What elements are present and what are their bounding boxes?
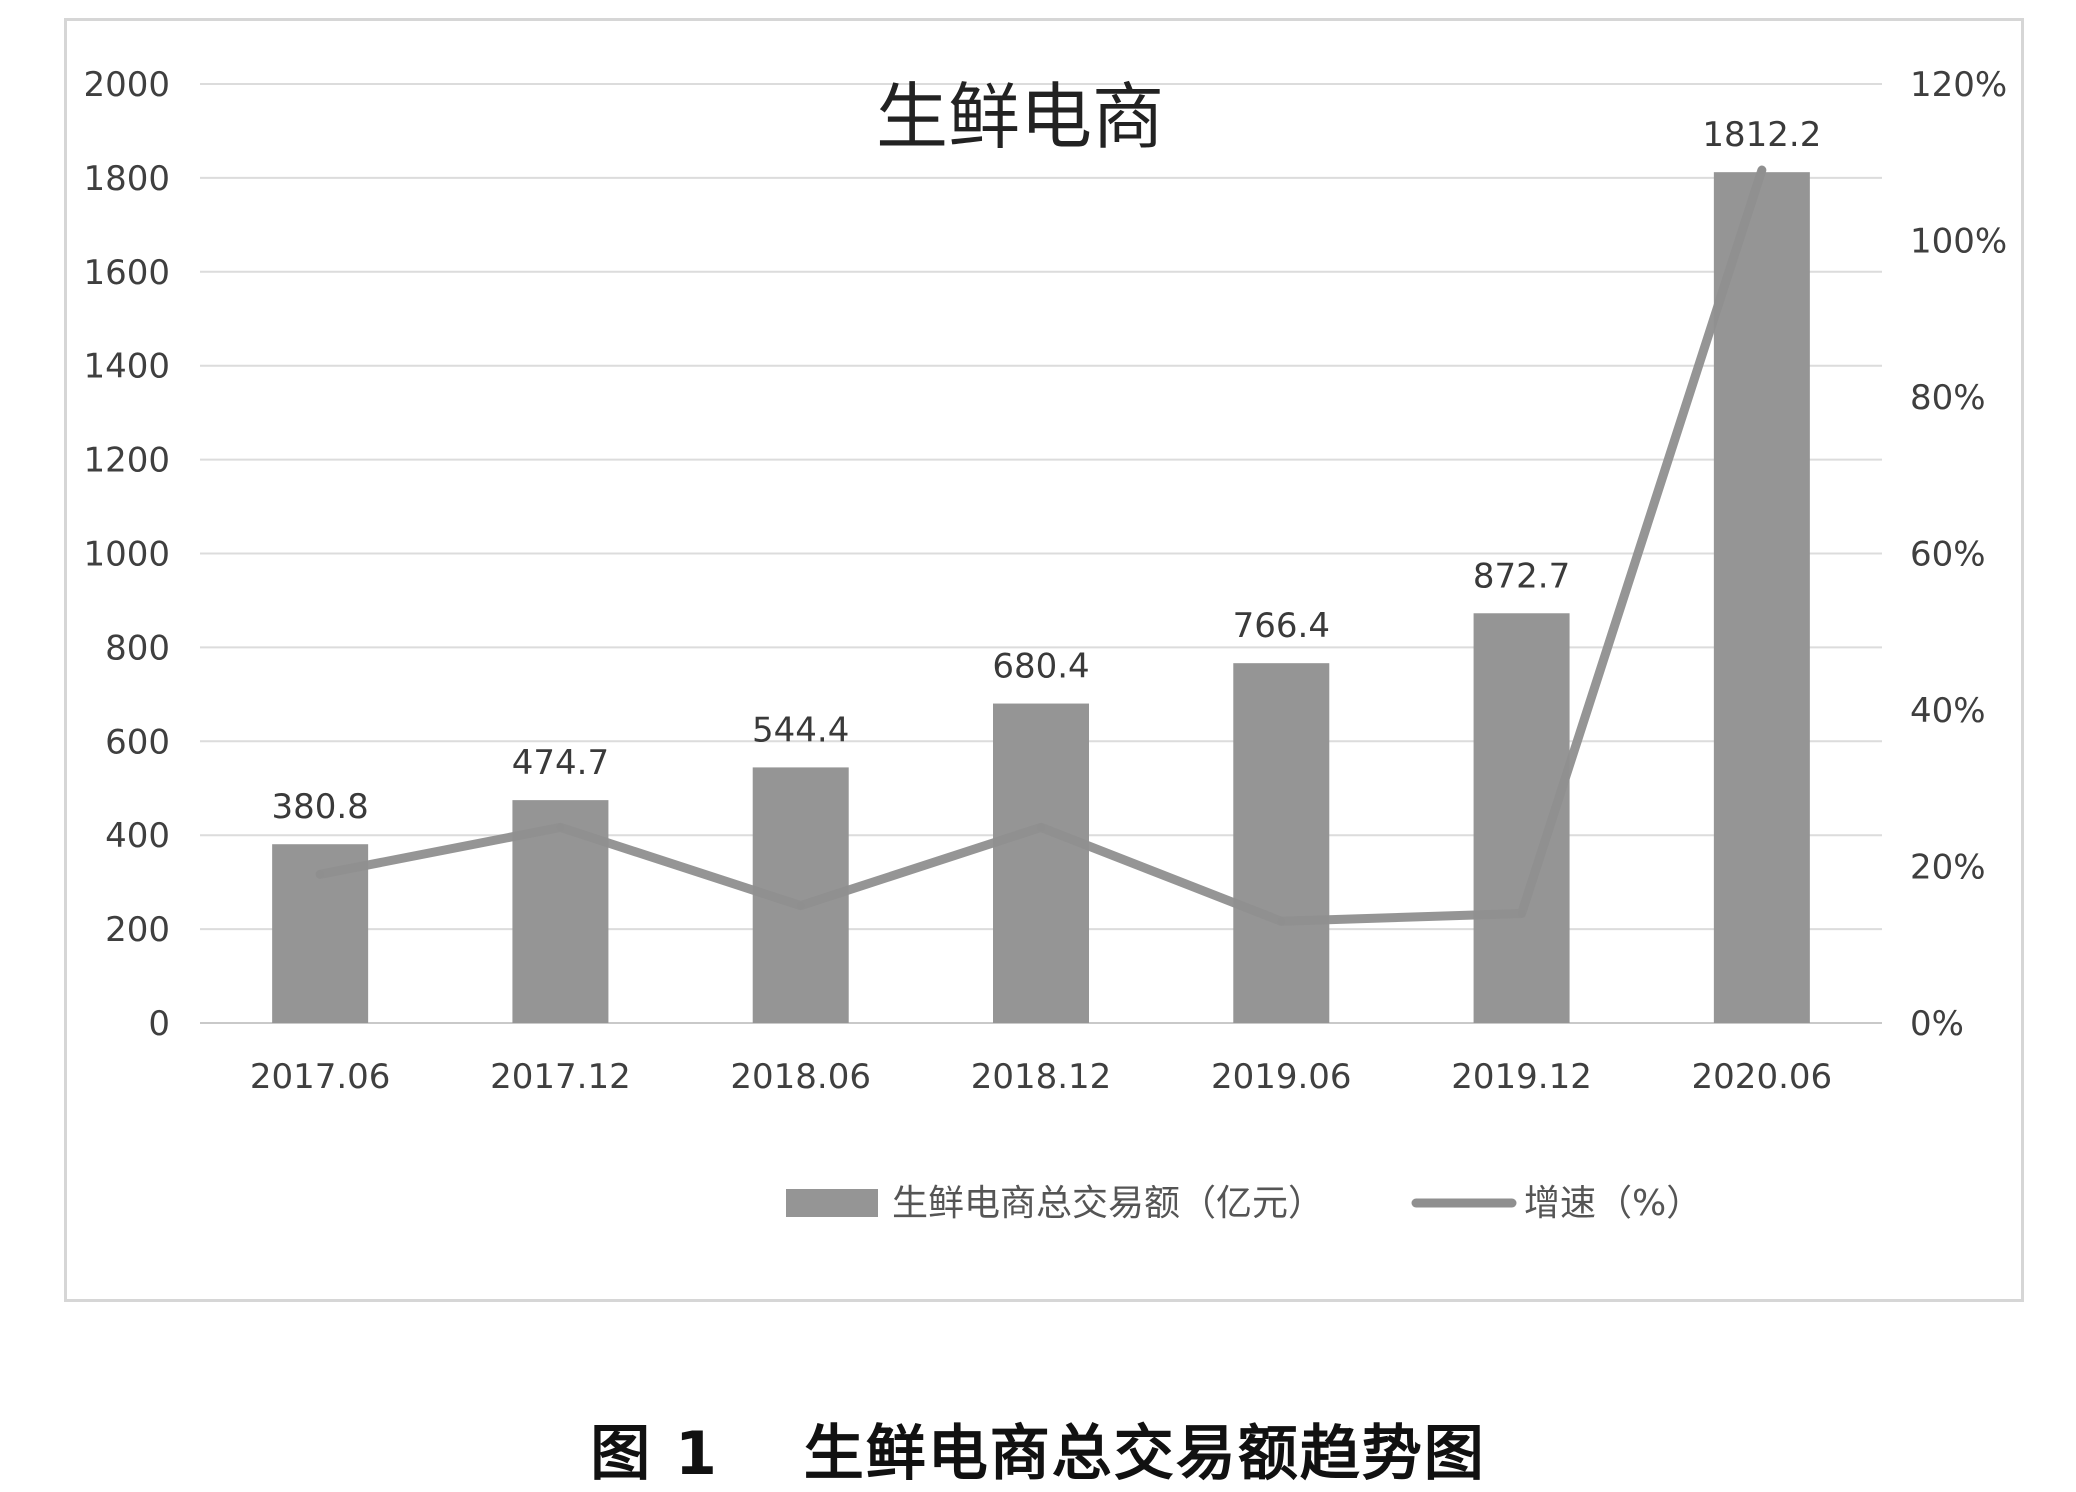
y-left-tick-label: 600	[105, 722, 170, 762]
chart-frame	[64, 18, 2024, 1302]
chart: 0 200 400 600 800 1000 1200 1400 1600 1800 2000 0% 2…	[83, 65, 2007, 1224]
bar	[1233, 663, 1330, 1023]
y-right-tick-label: 80%	[1910, 378, 1986, 418]
y-right-tick-label: 100%	[1910, 222, 2007, 262]
x-tick-label: 2019.12	[1451, 1057, 1592, 1097]
bar	[1713, 172, 1810, 1023]
x-tick-label: 2018.06	[730, 1057, 871, 1097]
bar-data-label: 380.8	[271, 787, 368, 827]
growth-point	[1757, 166, 1766, 175]
y-left-tick-label: 1600	[83, 253, 170, 293]
growth-point	[1277, 917, 1286, 926]
y-left-tick-label: 1400	[83, 347, 170, 387]
y-right-tick-label: 120%	[1910, 65, 2007, 105]
growth-point	[316, 870, 325, 879]
y-left-tick-label: 800	[105, 628, 170, 668]
bar-data-label: 1812.2	[1702, 115, 1821, 155]
y-right-tick-label: 0%	[1910, 1004, 1964, 1044]
legend-label-line: 增速（%）	[1524, 1183, 1702, 1224]
chart-title: 生鲜电商	[876, 75, 1164, 159]
figure-caption: 图 1 生鲜电商总交易额趋势图	[590, 1419, 1486, 1489]
y-left-tick-label: 0	[148, 1004, 170, 1044]
x-tick-label: 2017.12	[490, 1057, 631, 1097]
x-tick-label: 2017.06	[250, 1057, 391, 1097]
x-tick-label: 2020.06	[1692, 1057, 1833, 1097]
legend-label-bar: 生鲜电商总交易额（亿元）	[892, 1183, 1324, 1224]
bar-data-label: 474.7	[512, 743, 609, 783]
bar-data-label: 680.4	[992, 647, 1089, 687]
y-right-tick-label: 40%	[1910, 691, 1986, 731]
bar-data-label: 872.7	[1473, 556, 1570, 596]
y-left-tick-label: 1200	[83, 441, 170, 481]
growth-point	[1517, 909, 1526, 918]
growth-point	[796, 901, 805, 910]
y-left-tick-label: 2000	[83, 65, 170, 105]
growth-point	[556, 823, 565, 832]
x-tick-label: 2019.06	[1211, 1057, 1352, 1097]
bar-data-label: 544.4	[752, 710, 849, 750]
growth-point	[1037, 823, 1045, 832]
bar-data-label: 766.4	[1233, 606, 1330, 646]
y-right-tick-label: 60%	[1910, 535, 1986, 575]
y-right-tick-label: 20%	[1910, 848, 1986, 888]
y-left-tick-label: 1000	[83, 535, 170, 575]
x-tick-label: 2018.12	[971, 1057, 1112, 1097]
y-left-tick-label: 1800	[83, 159, 170, 199]
y-left-tick-label: 200	[105, 910, 170, 950]
legend-swatch-bar	[786, 1189, 878, 1217]
y-left-tick-label: 400	[105, 816, 170, 856]
bar	[993, 703, 1089, 1023]
